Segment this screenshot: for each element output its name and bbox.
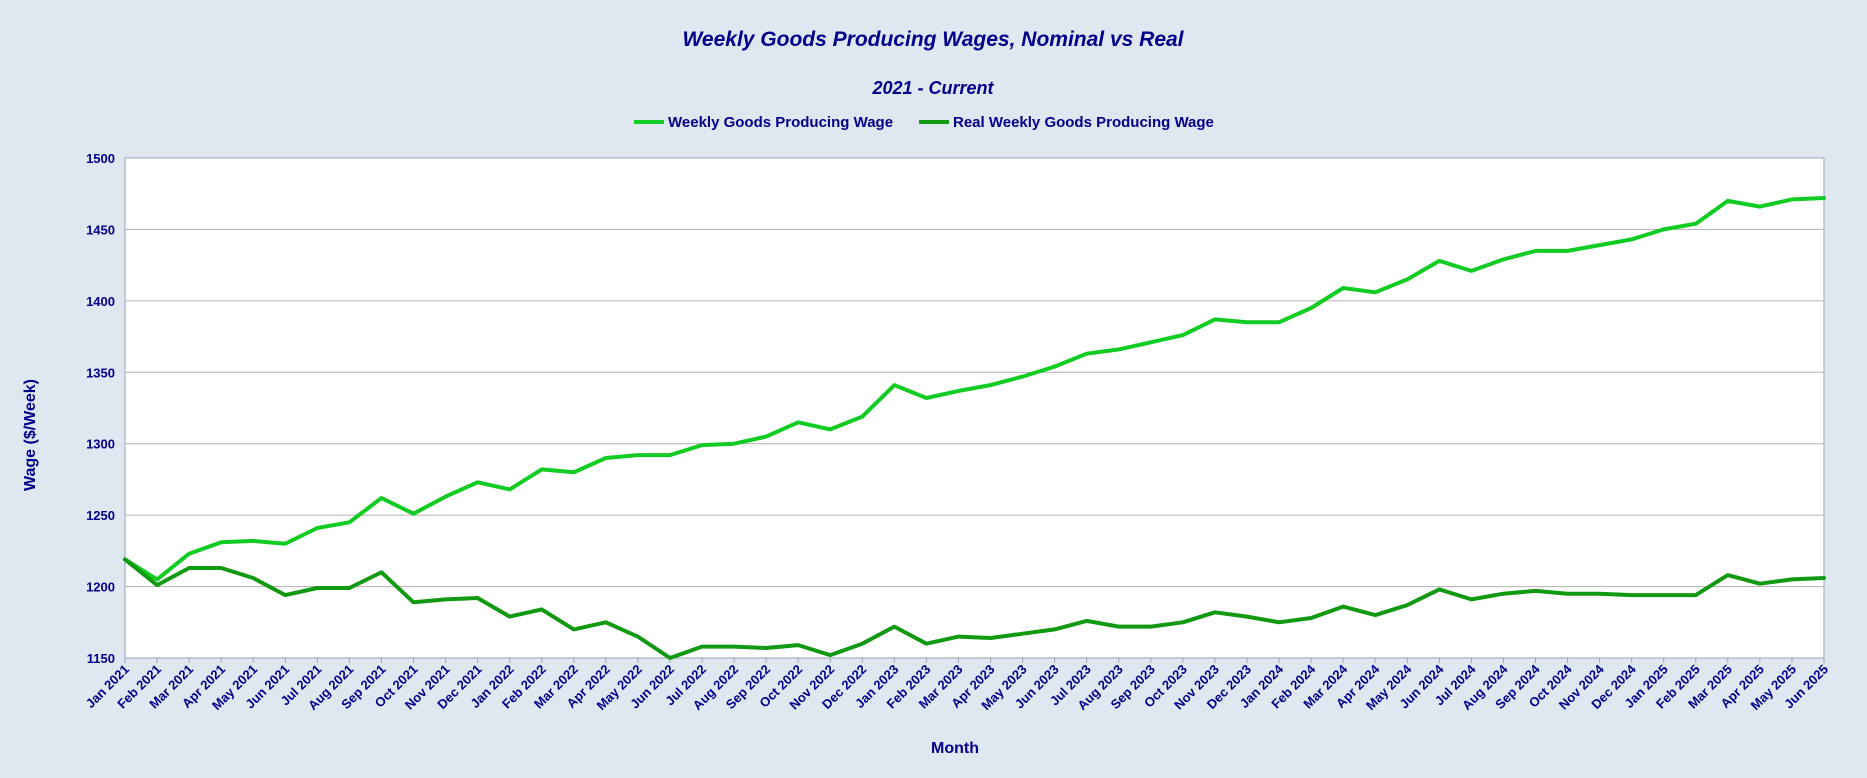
- y-tick-label: 1300: [86, 437, 115, 452]
- series-line-real: [123, 557, 1826, 660]
- chart-subtitle: 2021 - Current: [871, 78, 994, 98]
- series-lines: [123, 196, 1826, 660]
- y-tick-label: 1450: [86, 222, 115, 237]
- y-tick-label: 1200: [86, 580, 115, 595]
- y-tick-label: 1400: [86, 294, 115, 309]
- legend: Weekly Goods Producing Wage Real Weekly …: [634, 114, 1214, 131]
- series-line-nominal: [123, 196, 1826, 582]
- y-axis-label: Wage ($/Week): [22, 379, 39, 491]
- grid-lines: [125, 228, 1824, 588]
- y-tick-label: 1350: [86, 365, 115, 380]
- legend-label-nominal: Weekly Goods Producing Wage: [668, 114, 893, 131]
- y-tick-label: 1250: [86, 508, 115, 523]
- plot-area: [124, 157, 1825, 659]
- x-axis-label: Month: [931, 740, 979, 757]
- y-tick-label: 1500: [86, 151, 115, 166]
- y-tick-label: 1150: [87, 651, 115, 666]
- y-axis-ticks: 1150 1200 1250 1300 1350 1400 1450 1500: [86, 151, 115, 666]
- legend-label-real: Real Weekly Goods Producing Wage: [953, 114, 1214, 131]
- chart-title: Weekly Goods Producing Wages, Nominal vs…: [682, 28, 1184, 51]
